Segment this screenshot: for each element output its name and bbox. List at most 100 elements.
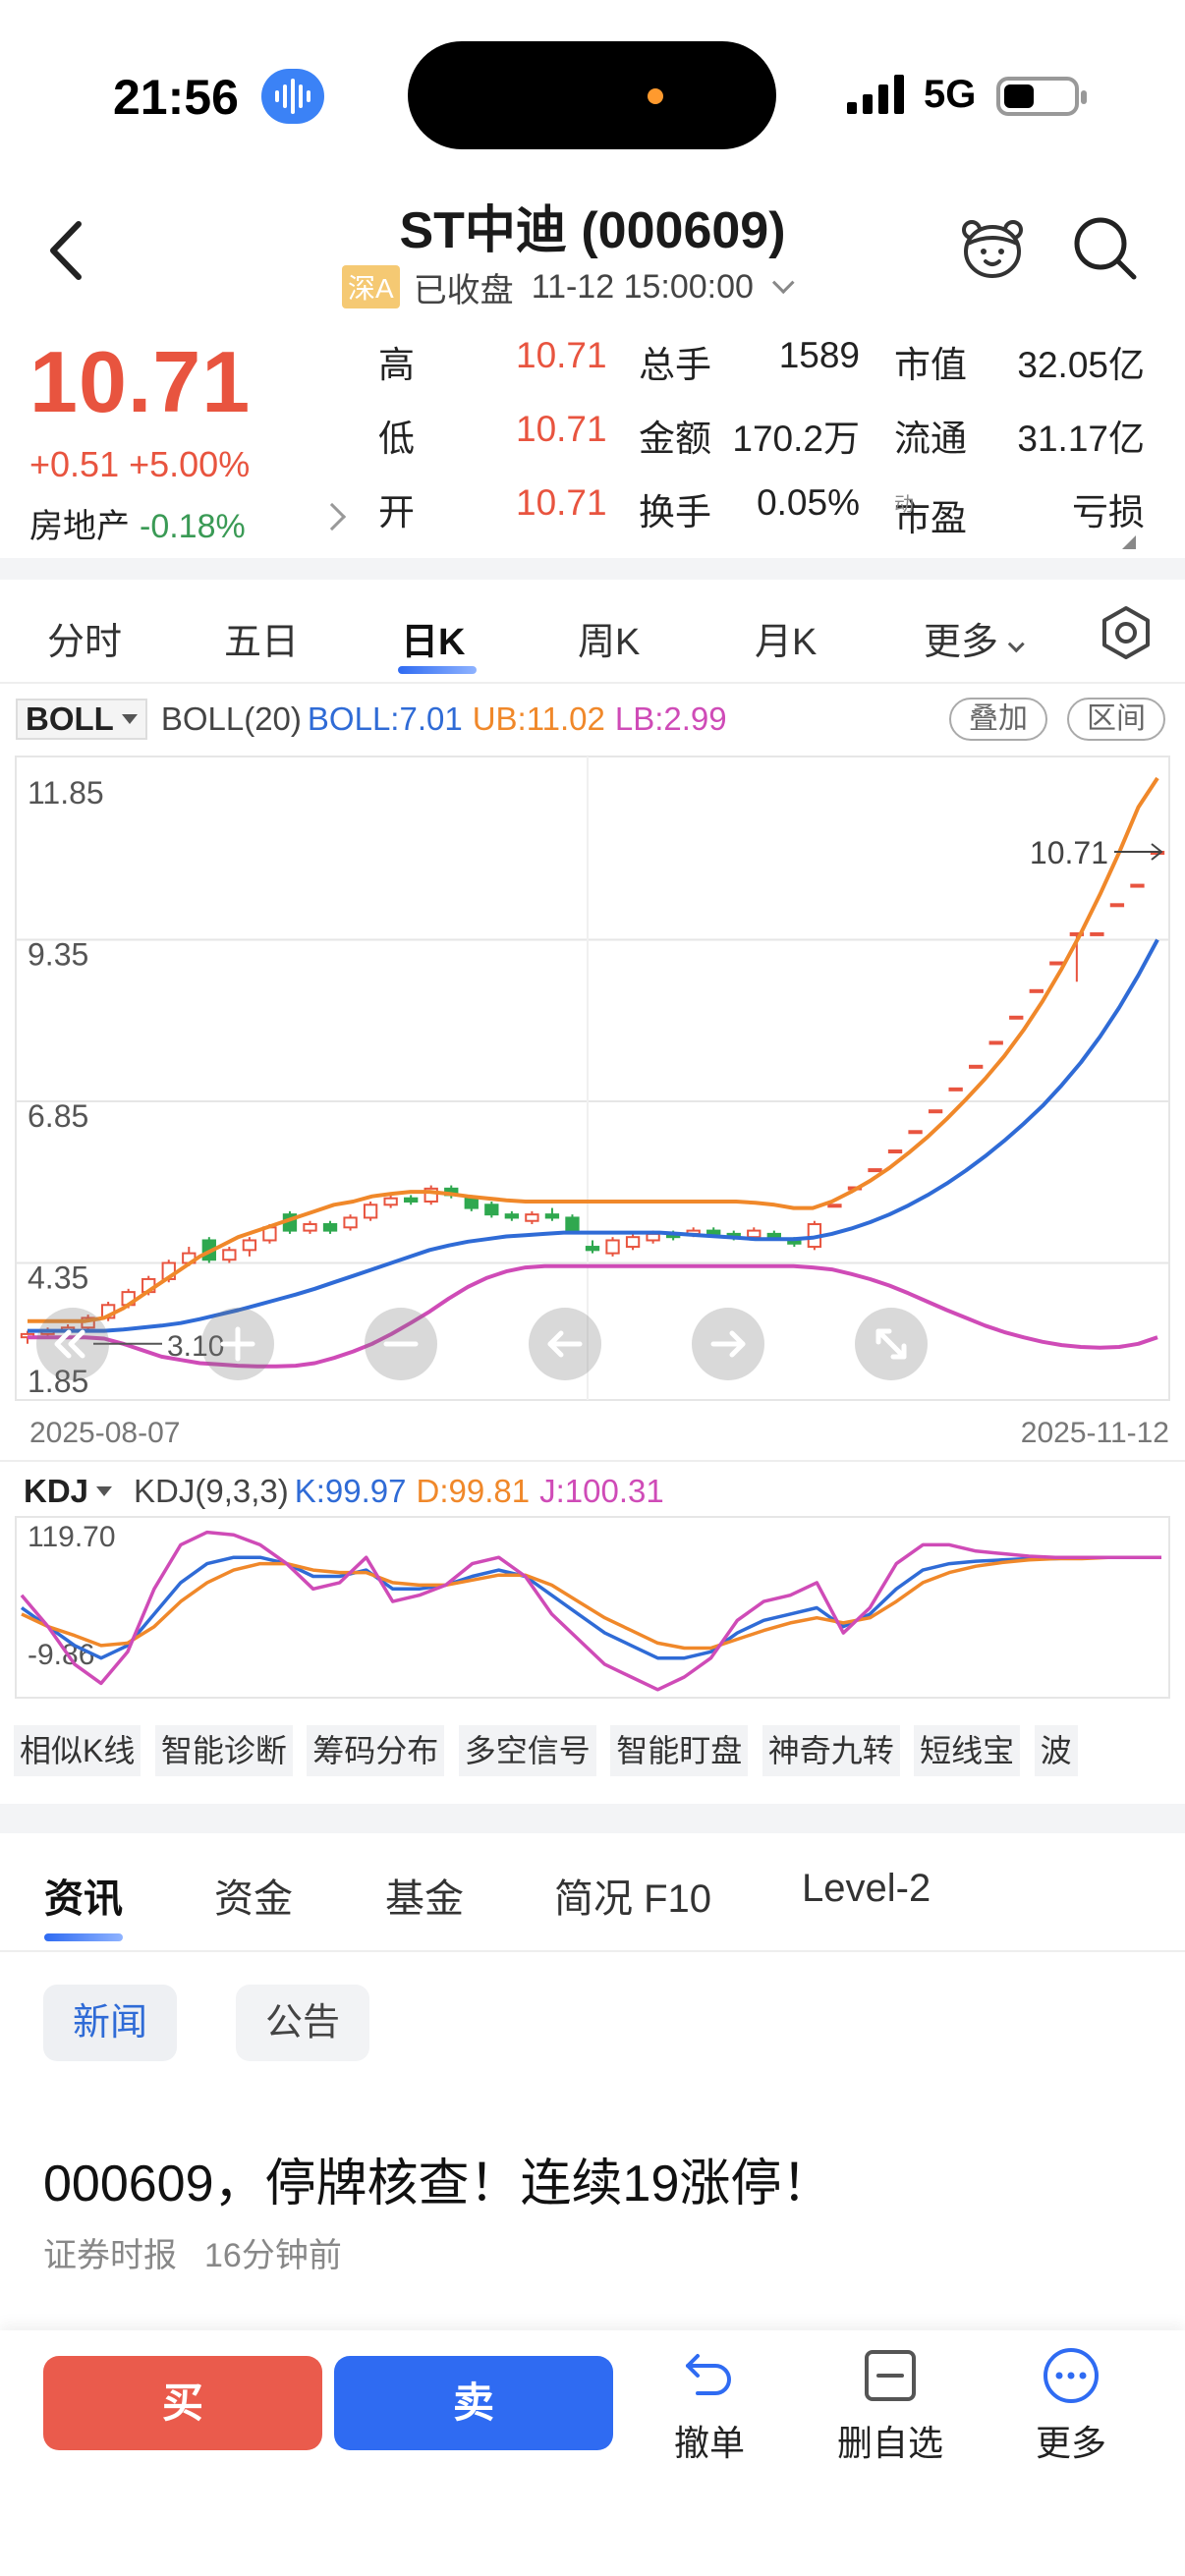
candle-body: [1090, 931, 1104, 936]
sector-percent: -0.18%: [140, 508, 246, 545]
kdj-d-value: D:99.81: [416, 1473, 531, 1509]
range-button[interactable]: 区间: [1067, 698, 1165, 741]
chip-news[interactable]: 新闻: [43, 1985, 178, 2061]
boll-mid-line: [28, 938, 1159, 1333]
news-meta: 证券时报 16分钟前: [43, 2228, 342, 2276]
remove-watchlist-label: 删自选: [836, 2423, 943, 2463]
remove-watchlist-button[interactable]: 删自选: [821, 2346, 959, 2466]
caret-down-icon: [96, 1486, 113, 1496]
candle-body: [827, 1204, 842, 1208]
divider: [0, 682, 1185, 684]
feature-wave[interactable]: 波: [1034, 1725, 1078, 1776]
stat-label: 总手: [639, 345, 711, 385]
sector-row[interactable]: 房地产 -0.18%: [29, 499, 246, 547]
candle-body: [887, 1149, 903, 1154]
feature-smart-watch[interactable]: 智能盯盘: [610, 1725, 749, 1776]
overlay-button[interactable]: 叠加: [949, 698, 1047, 741]
market-status-line[interactable]: 深A 已收盘 11-12 15:00:00: [342, 265, 795, 309]
chip-announcements[interactable]: 公告: [236, 1985, 370, 2061]
feature-short-term[interactable]: 短线宝: [914, 1725, 1021, 1776]
tab-weekly-k[interactable]: 周K: [578, 622, 641, 663]
pan-left-icon[interactable]: [529, 1308, 601, 1380]
stat-row: 高 10.71 总手 1589 市值 32.05亿: [378, 329, 1145, 403]
candle-body: [1109, 903, 1125, 908]
pan-right-icon[interactable]: [692, 1308, 764, 1380]
feature-similar-k[interactable]: 相似K线: [14, 1725, 141, 1776]
y-tick-label: 119.70: [28, 1521, 116, 1553]
more-button[interactable]: 更多: [1002, 2346, 1140, 2466]
tab-fund[interactable]: 基金: [385, 1877, 464, 1921]
current-price: 10.71: [29, 333, 252, 430]
stat-value: 32.05亿: [1017, 345, 1145, 385]
y-tick-label: 4.35: [28, 1260, 88, 1296]
candle-body: [1049, 961, 1064, 966]
chevron-right-icon[interactable]: [317, 502, 347, 532]
kdj-params: KDJ(9,3,3): [134, 1473, 289, 1509]
feature-magic-nine[interactable]: 神奇九转: [762, 1725, 900, 1776]
stat-label: 金额: [639, 419, 711, 459]
candle-body: [525, 1213, 539, 1222]
zoom-out-icon[interactable]: [365, 1308, 437, 1380]
signal-icon: [847, 75, 904, 114]
buy-button[interactable]: 买: [43, 2356, 322, 2450]
boll-lb-value: LB:2.99: [614, 700, 727, 737]
candle-body: [1009, 1015, 1024, 1020]
chart-start-date: 2025-08-07: [29, 1417, 181, 1449]
tab-funds-flow[interactable]: 资金: [214, 1877, 293, 1921]
sell-button[interactable]: 卖: [334, 2356, 613, 2450]
stat-label: 开: [378, 492, 415, 532]
tab-news-info[interactable]: 资讯: [44, 1877, 123, 1921]
divider: [0, 1460, 1185, 1462]
candle-body: [242, 1239, 257, 1252]
feature-chip-distribution[interactable]: 筹码分布: [307, 1725, 445, 1776]
recording-dot-icon: [648, 88, 663, 104]
sector-name: 房地产: [29, 508, 130, 545]
tab-monthly-k[interactable]: 月K: [755, 622, 818, 663]
y-tick-label: 11.85: [28, 775, 104, 811]
news-source: 证券时报: [43, 2237, 177, 2274]
tab-more[interactable]: 更多: [924, 611, 1025, 665]
tab-f10[interactable]: 简况 F10: [554, 1877, 712, 1921]
kdj-chart[interactable]: 119.70-9.86: [0, 1513, 1185, 1700]
y-tick-label: 9.35: [28, 937, 88, 973]
rewind-icon[interactable]: [36, 1308, 109, 1380]
chart-period-tabs: 分时 五日 日K 周K 月K 更多: [0, 589, 1185, 680]
k-line-chart[interactable]: 11.85 9.35 6.85 4.35 1.85 10.71 3.10: [0, 747, 1185, 1415]
stat-value: 10.71: [516, 482, 607, 523]
boll-indicator-select[interactable]: BOLL: [16, 699, 147, 740]
candle-body: [363, 1204, 378, 1219]
undo-icon: [686, 2354, 731, 2395]
cancel-order-button[interactable]: 撤单: [641, 2346, 778, 2466]
assistant-bear-icon[interactable]: [958, 214, 1027, 283]
glyph: [54, 1329, 72, 1359]
expand-corner-icon[interactable]: [1122, 535, 1136, 549]
section-divider: [0, 1804, 1185, 1833]
tab-daily-k[interactable]: 日K: [401, 622, 466, 663]
tab-level2[interactable]: Level-2: [802, 1867, 931, 1910]
feature-long-short-signal[interactable]: 多空信号: [458, 1725, 596, 1776]
more-label: 更多: [1035, 2423, 1106, 2463]
kdj-indicator-select[interactable]: KDJ: [16, 1471, 121, 1512]
tab-intraday[interactable]: 分时: [47, 622, 123, 663]
zoom-in-icon[interactable]: [201, 1308, 274, 1380]
back-icon[interactable]: [41, 216, 90, 285]
boll-indicator-row: BOLL BOLL(20) BOLL:7.01 UB:11.02 LB:2.99: [16, 695, 727, 744]
feature-smart-diagnosis[interactable]: 智能诊断: [154, 1725, 293, 1776]
candle-body: [322, 1223, 338, 1232]
candle-body: [1130, 883, 1145, 888]
glyph: [547, 1330, 564, 1358]
tab-five-day[interactable]: 五日: [224, 622, 300, 663]
chart-settings-icon[interactable]: [1099, 605, 1154, 660]
stat-label: 换手: [639, 492, 711, 532]
candle-body: [504, 1213, 520, 1219]
candle-body: [464, 1197, 479, 1209]
news-time: 16分钟前: [204, 2237, 342, 2274]
candle-body: [303, 1223, 317, 1232]
kdj-indicator-row: KDJ KDJ(9,3,3) K:99.97 D:99.81 J:100.31: [16, 1467, 664, 1516]
voice-activity-icon: [261, 69, 324, 124]
search-icon[interactable]: [1071, 214, 1140, 283]
active-tab-indicator: [398, 666, 477, 674]
news-headline[interactable]: 000609，停牌核查！连续19涨停！: [43, 2156, 833, 2212]
fullscreen-icon[interactable]: [855, 1308, 928, 1380]
stat-row: 低 10.71 金额 170.2万 流通 31.17亿: [378, 403, 1145, 476]
